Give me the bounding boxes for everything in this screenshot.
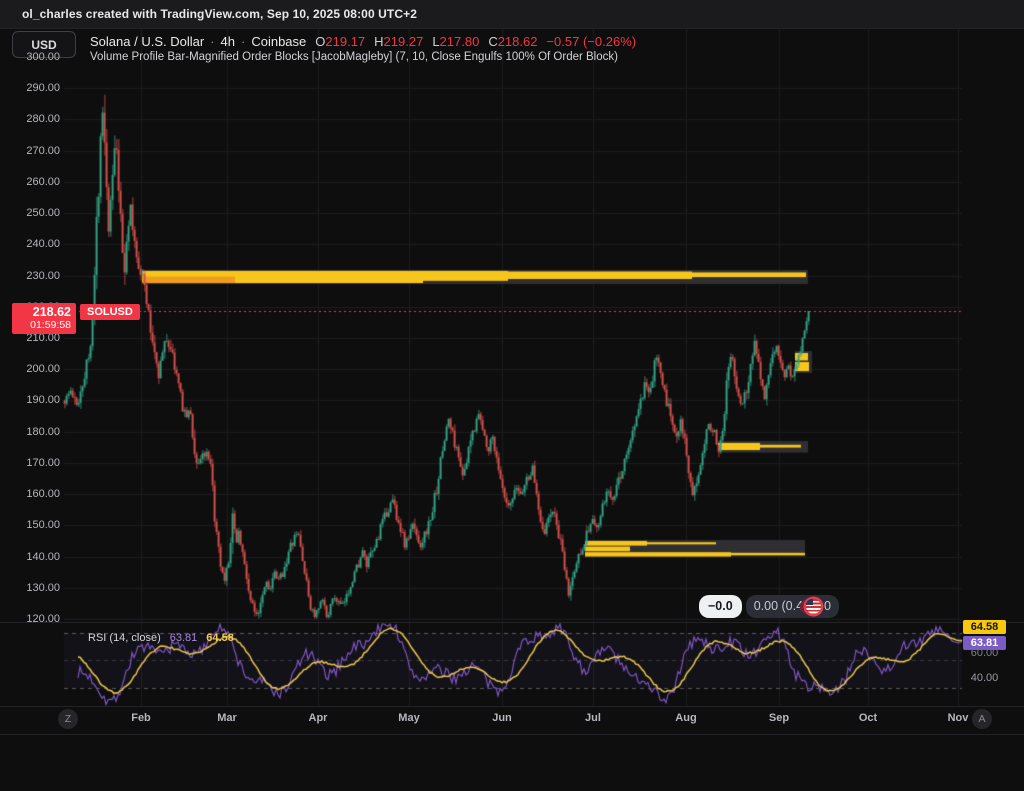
ohlc-low-label: L <box>432 34 440 49</box>
current-price-value: 218.62 <box>32 305 71 319</box>
price-axis-label: 260.00 <box>26 175 60 188</box>
autoscale-button-a[interactable]: A <box>972 709 992 729</box>
price-axis-label: 190.00 <box>26 394 60 407</box>
pane-separator-top <box>0 28 1024 29</box>
month-label: Sep <box>768 712 790 724</box>
rsi-legend[interactable]: RSI (14, close) 63.81 64.58 <box>88 632 234 644</box>
price-axis-label: 140.00 <box>26 550 60 563</box>
symbol-header: Solana / U.S. Dollar · 4h · Coinbase O219.17 H… <box>90 34 636 49</box>
ohlc-high-label: H <box>374 34 384 49</box>
price-axis-label: 130.00 <box>26 581 60 594</box>
pane-separator-rsi[interactable] <box>0 622 1024 623</box>
price-axis-label: 120.00 <box>26 612 60 625</box>
us-flag-icon <box>806 599 822 614</box>
rsi-hidden-scale-label: 60.00 <box>970 647 999 659</box>
month-label: May <box>398 712 420 724</box>
ohlc-high-value: 219.27 <box>383 34 424 49</box>
chart-bottom-edge <box>0 734 1024 735</box>
ohlc-open-value: 219.17 <box>325 34 366 49</box>
symbol-title[interactable]: Solana / U.S. Dollar <box>90 34 205 49</box>
ohlc-open-label: O <box>315 34 326 49</box>
price-axis-label: 250.00 <box>26 207 60 220</box>
ohlc-close-value: 218.62 <box>497 34 538 49</box>
separator-dot: · <box>210 34 215 49</box>
price-axis-label: 200.00 <box>26 363 60 376</box>
ohlc-close-label: C <box>488 34 498 49</box>
month-label: Aug <box>675 712 697 724</box>
price-countdown: 01:59:58 <box>30 319 71 331</box>
month-label: Oct <box>858 712 878 724</box>
month-label: Apr <box>308 712 328 724</box>
price-axis-label: 180.00 <box>26 425 60 438</box>
widget-right-pill[interactable]: 0.00 (0.4 0 <box>745 595 839 618</box>
exchange-label: Coinbase <box>251 34 307 49</box>
rsi-badge-purple: 63.81 <box>963 636 1006 650</box>
indicator-legend[interactable]: Volume Profile Bar-Magnified Order Block… <box>90 51 618 63</box>
widget-left-value: −0.0 <box>708 599 733 613</box>
currency-button[interactable]: USD <box>12 31 76 58</box>
indicator-legend-text: Volume Profile Bar-Magnified Order Block… <box>90 51 618 63</box>
month-label: Jun <box>492 712 512 724</box>
price-axis-label: 210.00 <box>26 331 60 344</box>
price-axis-label: 150.00 <box>26 519 60 532</box>
rsi-badge-yellow: 64.58 <box>963 620 1006 634</box>
current-price-badge: 218.62 01:59:58 <box>12 303 76 334</box>
widget-mid-text: 0.00 (0.4 <box>753 599 804 613</box>
pane-separator-axis <box>0 706 1024 707</box>
rsi-value-purple: 63.81 <box>169 632 198 644</box>
price-axis-label: 240.00 <box>26 238 60 251</box>
currency-button-label: USD <box>31 37 57 52</box>
rsi-value-yellow: 64.58 <box>206 632 234 644</box>
widget-suffix-text: 0 <box>824 599 831 613</box>
price-axis-label: 290.00 <box>26 82 60 95</box>
price-axis-label: 230.00 <box>26 269 60 282</box>
price-axis-label: 300.00 <box>26 51 60 63</box>
ohlc-low-value: 217.80 <box>439 34 480 49</box>
floating-widget: −0.0 0.00 (0.4 0 <box>699 595 839 618</box>
price-axis-label: 270.00 <box>26 144 60 157</box>
footer: TradingView <box>0 735 1024 791</box>
rsi-scale-label-40: 40.00 <box>970 672 999 684</box>
rsi-legend-params: (14, close) <box>109 632 161 644</box>
symbol-price-tag: SOLUSD <box>80 304 140 320</box>
month-label: Feb <box>131 712 151 724</box>
widget-left-pill[interactable]: −0.0 <box>699 595 742 618</box>
month-label: Jul <box>585 712 601 724</box>
change-value: −0.57 (−0.26%) <box>546 34 637 49</box>
separator-dot: · <box>240 34 246 49</box>
timezone-button-z[interactable]: Z <box>58 709 78 729</box>
rsi-legend-title: RSI <box>88 632 107 644</box>
price-axis-label: 170.00 <box>26 456 60 469</box>
price-axis-label: 280.00 <box>26 113 60 126</box>
price-axis-label: 160.00 <box>26 488 60 501</box>
interval-label[interactable]: 4h <box>220 34 235 49</box>
month-label: Mar <box>217 712 237 724</box>
month-label: Nov <box>947 712 969 724</box>
